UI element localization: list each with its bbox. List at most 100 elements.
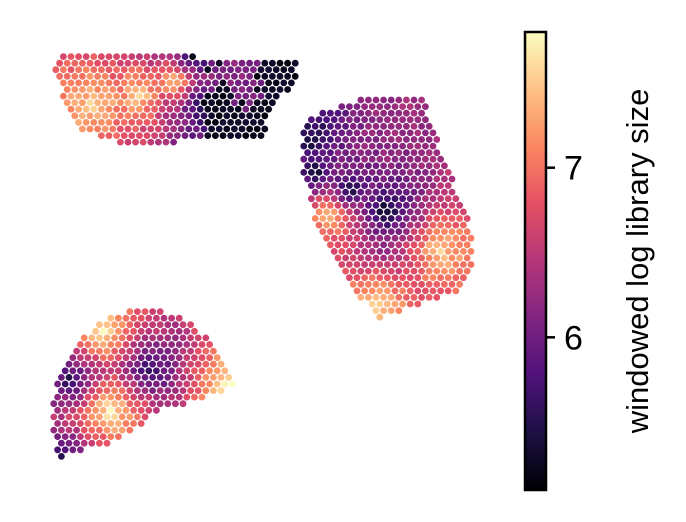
spot: [384, 182, 391, 190]
spot: [61, 406, 69, 414]
spot: [158, 105, 166, 113]
spot: [134, 387, 141, 394]
spot: [250, 105, 257, 113]
spot: [115, 314, 122, 322]
spot: [422, 129, 429, 137]
spot: [191, 393, 198, 401]
spot: [342, 175, 349, 183]
spot: [425, 188, 433, 196]
spot: [120, 105, 128, 113]
spot: [58, 426, 65, 434]
spot: [433, 254, 441, 262]
spot: [384, 300, 391, 308]
spot: [323, 234, 330, 242]
spot: [136, 79, 143, 87]
spot: [145, 406, 153, 414]
spot: [414, 155, 422, 163]
spot: [437, 234, 444, 242]
spot: [223, 86, 231, 93]
spot: [90, 66, 98, 74]
spot: [410, 228, 418, 236]
spot: [75, 119, 82, 126]
spot: [126, 334, 134, 342]
spot: [181, 119, 189, 126]
spot: [177, 86, 185, 93]
spot: [94, 99, 101, 107]
spot: [315, 169, 323, 176]
spot: [342, 136, 349, 143]
spot: [257, 132, 265, 140]
spot: [437, 182, 444, 190]
spot: [124, 86, 132, 93]
spot: [452, 234, 460, 242]
spot: [330, 195, 338, 203]
spot: [164, 400, 172, 408]
spot: [115, 380, 122, 388]
spot: [353, 221, 361, 229]
spot: [399, 208, 406, 216]
spot: [96, 360, 103, 368]
spot: [141, 374, 149, 381]
spot: [463, 215, 471, 222]
spot: [151, 132, 159, 140]
spot: [82, 105, 90, 113]
spot: [153, 367, 160, 375]
spot: [155, 125, 162, 133]
spot: [346, 274, 353, 282]
spot: [368, 182, 376, 190]
spot: [63, 59, 71, 67]
spot: [319, 136, 327, 143]
spot: [166, 79, 174, 87]
spot: [338, 195, 346, 203]
spot: [391, 274, 399, 282]
spot: [319, 215, 327, 222]
spot: [444, 261, 452, 268]
spot: [253, 125, 261, 133]
spot: [166, 132, 174, 140]
spot: [357, 175, 365, 183]
spot: [107, 433, 115, 440]
spot: [90, 53, 98, 60]
spot: [189, 66, 197, 74]
spot: [311, 188, 319, 196]
spot: [132, 112, 140, 120]
spot: [334, 136, 342, 143]
spot: [94, 59, 101, 67]
spot: [349, 109, 357, 117]
spot: [151, 105, 159, 113]
spot: [257, 66, 265, 74]
spot: [117, 86, 124, 93]
spot: [361, 221, 368, 229]
spot: [183, 327, 191, 335]
spot: [384, 287, 391, 295]
spot: [365, 267, 372, 275]
spot: [145, 380, 153, 388]
spot: [88, 439, 96, 447]
spot: [261, 125, 269, 133]
spot: [113, 119, 120, 126]
spot: [170, 99, 178, 107]
spot: [361, 142, 368, 150]
spot: [418, 136, 425, 143]
spot: [441, 241, 448, 249]
spot: [177, 112, 185, 120]
spot: [242, 66, 250, 74]
spot: [194, 347, 202, 355]
spot: [198, 393, 206, 401]
spot: [253, 112, 261, 120]
spot: [75, 53, 82, 60]
spot: [162, 59, 170, 67]
spot: [96, 374, 103, 381]
spot: [399, 221, 406, 229]
spot: [143, 105, 151, 113]
spot: [372, 109, 380, 117]
spot: [399, 248, 406, 255]
spot: [177, 72, 185, 80]
spot: [353, 248, 361, 255]
spot: [406, 182, 414, 190]
spot: [111, 360, 118, 368]
spot: [69, 406, 77, 414]
spot: [429, 274, 437, 282]
spot: [141, 413, 149, 421]
spot: [452, 274, 460, 282]
